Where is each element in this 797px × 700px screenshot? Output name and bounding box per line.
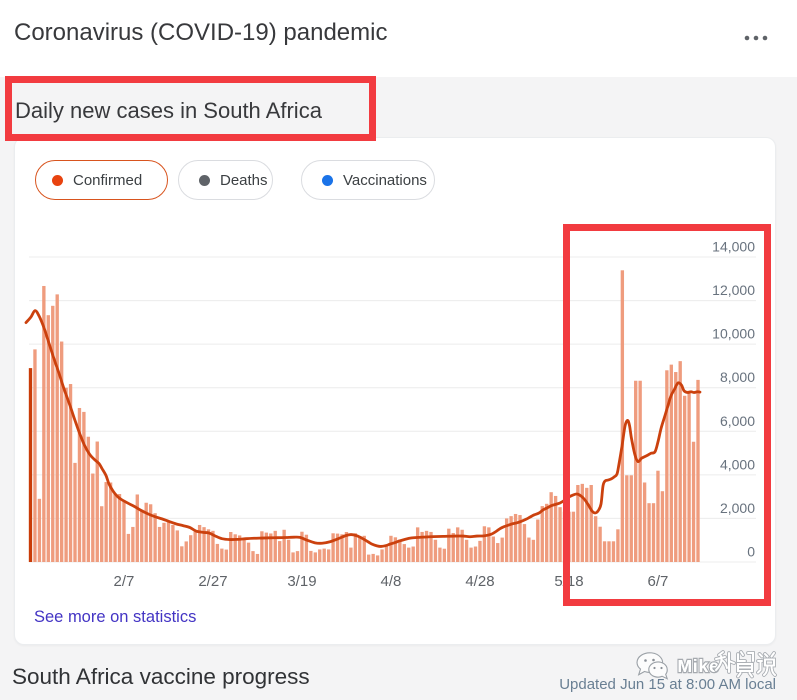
svg-text:10,000: 10,000: [712, 326, 755, 342]
svg-text:2,000: 2,000: [720, 500, 755, 516]
svg-text:12,000: 12,000: [712, 282, 755, 298]
svg-text:8,000: 8,000: [720, 369, 755, 385]
svg-text:4/8: 4/8: [381, 573, 402, 590]
svg-text:2/27: 2/27: [198, 573, 227, 590]
svg-text:4/28: 4/28: [465, 573, 494, 590]
svg-text:2/7: 2/7: [114, 573, 135, 590]
svg-text:4,000: 4,000: [720, 456, 755, 472]
svg-text:6,000: 6,000: [720, 413, 755, 429]
svg-text:6/7: 6/7: [648, 573, 669, 590]
svg-text:14,000: 14,000: [712, 239, 755, 255]
svg-text:0: 0: [747, 544, 755, 560]
svg-text:3/19: 3/19: [287, 573, 316, 590]
